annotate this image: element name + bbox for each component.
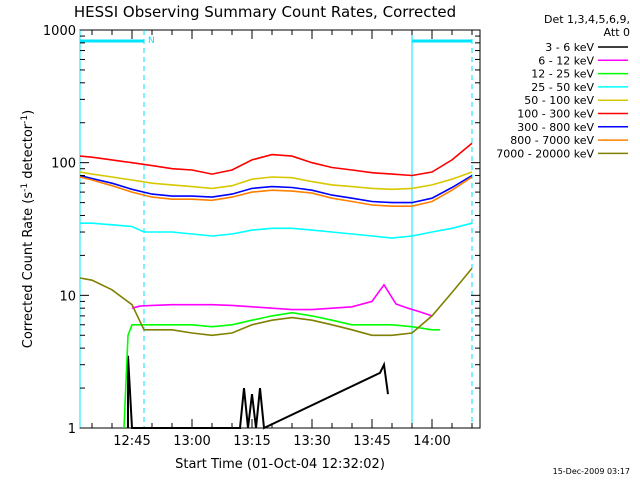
x-tick-label-2: 13:15 — [233, 434, 270, 449]
y-axis-label-end: ) — [21, 110, 36, 115]
series-line-6 — [79, 174, 473, 204]
y-axis-label-sup1: -1 — [20, 183, 30, 192]
y-axis-label-main: Corrected Count Rate (s — [21, 192, 36, 349]
series-layer — [79, 142, 473, 430]
series-line-1 — [131, 283, 433, 317]
legend-label-0: 3 - 6 keV — [545, 41, 594, 54]
legend-label-1: 6 - 12 keV — [538, 54, 594, 67]
y-tick-label-0: 1 — [68, 422, 76, 437]
legend-header-line-1: Det 1,3,4,5,6,9, — [544, 13, 630, 26]
series-line-7 — [79, 176, 473, 207]
footer-date: 15-Dec-2009 03:17 — [553, 467, 630, 476]
series-line-3 — [80, 222, 473, 239]
x-tick-label-0: 12:45 — [113, 434, 150, 449]
series-line-5 — [79, 142, 473, 177]
y-tick-label-2: 100 — [51, 157, 76, 172]
legend-label-6: 300 - 800 keV — [517, 121, 594, 134]
legend-label-7: 800 - 7000 keV — [510, 134, 594, 147]
legend-label-4: 50 - 100 keV — [524, 94, 594, 107]
annotation-0: N — [148, 36, 155, 46]
series-line-2 — [123, 311, 440, 429]
x-tick-label-5: 14:00 — [413, 434, 450, 449]
chart-title: HESSI Observing Summary Count Rates, Cor… — [74, 3, 456, 21]
x-tick-label-4: 13:45 — [353, 434, 390, 449]
legend-header-line-2: Att 0 — [604, 26, 630, 39]
axes: 1 10 100 1000 12:45 13:00 13:15 13:30 13:45 14:00 — [43, 24, 480, 449]
orbit-guides: N — [79, 30, 473, 428]
y-tick-label-3: 1000 — [43, 24, 76, 39]
x-axis-label: Start Time (01-Oct-04 12:32:02) — [175, 457, 385, 472]
y-axis-label-sup2: -1 — [20, 115, 30, 124]
legend-label-2: 12 - 25 keV — [531, 68, 594, 81]
series-line-8 — [79, 267, 473, 337]
y-tick-label-1: 10 — [59, 289, 76, 304]
y-axis-label: Corrected Count Rate (s-1 detector-1) — [20, 110, 36, 348]
legend-label-5: 100 - 300 keV — [517, 108, 594, 121]
x-tick-label-1: 13:00 — [173, 434, 210, 449]
y-axis-label-mid: detector — [21, 123, 36, 183]
series-line-0 — [127, 355, 389, 430]
series-line-4 — [79, 171, 473, 191]
legend-label-3: 25 - 50 keV — [531, 81, 594, 94]
x-tick-label-3: 13:30 — [293, 434, 330, 449]
legend-label-8: 7000 - 20000 keV — [496, 147, 594, 160]
